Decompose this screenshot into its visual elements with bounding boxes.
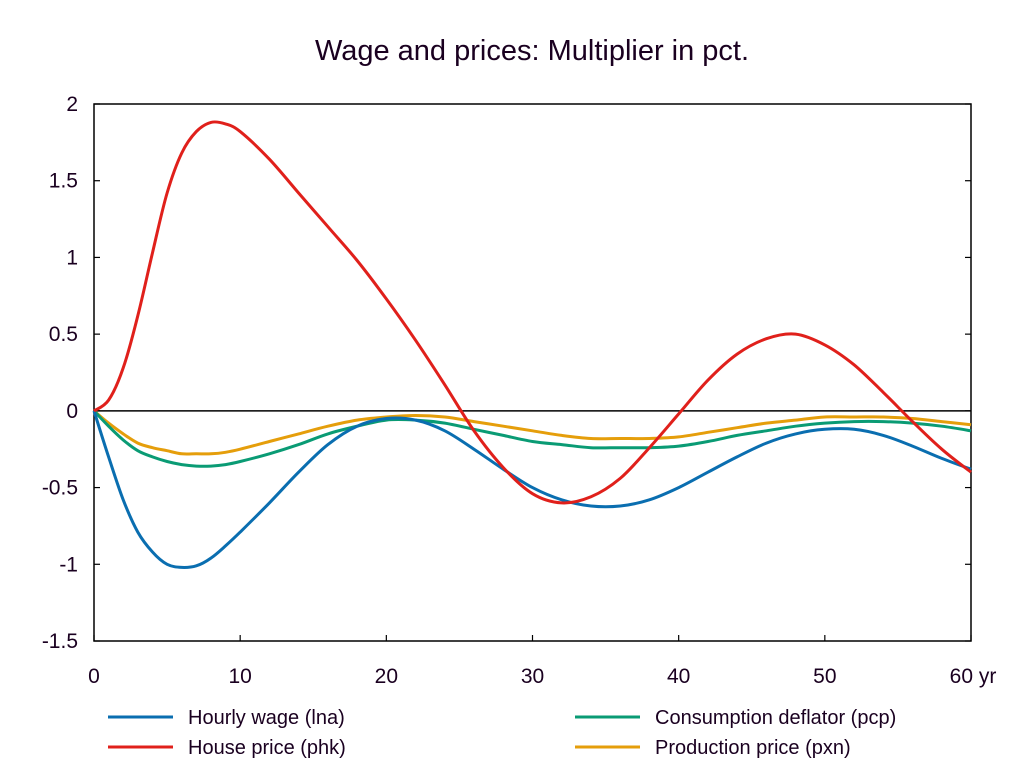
y-tick-label: 1: [66, 246, 78, 269]
legend-label: Production price (pxn): [655, 737, 851, 759]
legend-label: Hourly wage (lna): [188, 707, 345, 729]
series-line-pcp: [92, 409, 972, 468]
series-line-pxn: [93, 409, 972, 456]
legend: Hourly wage (lna) House price (phk) Consum…: [108, 707, 896, 759]
x-tick-label: 0: [88, 665, 100, 688]
x-axis: 0 10 20 30 40 50 60 yr: [88, 635, 996, 688]
plot-frame: [93, 103, 972, 642]
series-line-lna: [92, 410, 972, 569]
x-tick-label: 60 yr: [950, 665, 997, 688]
legend-label: Consumption deflator (pcp): [655, 707, 896, 729]
y-tick-label: 2: [66, 93, 78, 116]
x-tick-label: 30: [521, 665, 544, 688]
y-tick-label: -0.5: [42, 477, 78, 500]
y-axis: 2 1.5 1 0.5 0 -0.5 -1 -1.5: [42, 93, 971, 653]
legend-label: House price (phk): [188, 737, 346, 759]
y-tick-label: -1: [59, 553, 78, 576]
y-tick-label: 0: [66, 400, 78, 423]
x-tick-label: 10: [228, 665, 251, 688]
x-tick-label: 50: [813, 665, 836, 688]
chart-title: Wage and prices: Multiplier in pct.: [315, 35, 749, 67]
series-line-phk: [93, 120, 972, 505]
x-tick-label: 20: [375, 665, 398, 688]
y-tick-label: -1.5: [42, 630, 78, 653]
y-tick-label: 0.5: [49, 323, 78, 346]
series-lines: [92, 120, 972, 569]
y-tick-label: 1.5: [49, 170, 78, 193]
x-tick-label: 40: [667, 665, 690, 688]
